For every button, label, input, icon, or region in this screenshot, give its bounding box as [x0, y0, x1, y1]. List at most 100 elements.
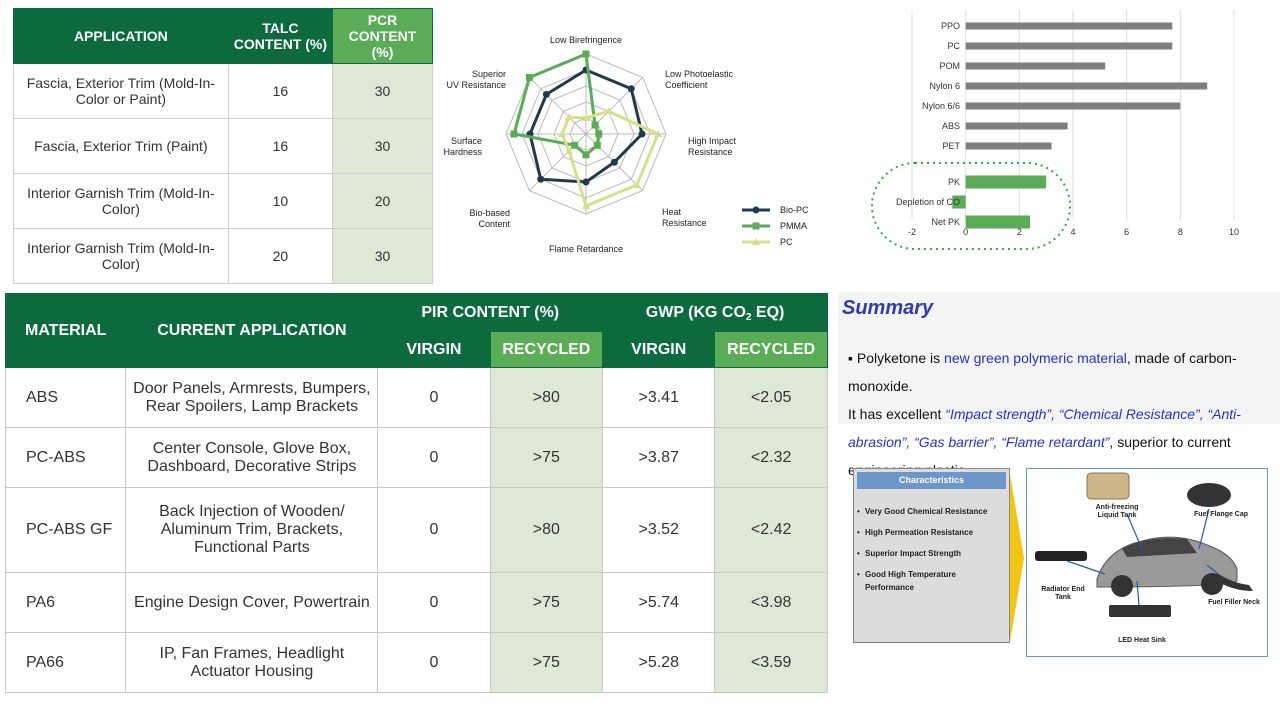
talc-cell: 16: [227, 118, 334, 174]
list-item: Good High Temperature Performance: [857, 564, 1007, 606]
radar-point: [610, 158, 618, 166]
application-cell: Fascia, Exterior Trim (Paint): [13, 118, 229, 174]
radar-axis-label: Flame Retardance: [549, 244, 623, 254]
pir-recycled-cell: >75: [489, 572, 604, 633]
gwp-virgin-cell: >3.87: [602, 427, 716, 488]
gwp-recycled-cell: <3.59: [714, 632, 828, 693]
material-cell: PC-ABS: [4, 427, 127, 488]
part-label-antifreeze: Anti-freezing Liquid Tank: [1095, 504, 1139, 519]
bar-category-label: PC: [947, 41, 960, 51]
arrow-right-icon: [1010, 474, 1024, 642]
radar-point: [565, 113, 574, 121]
gwp-virgin-cell: >5.28: [602, 632, 716, 693]
characteristics-panel: Characteristics Very Good Chemical Resis…: [853, 468, 1010, 643]
application-cell: Door Panels, Armrests, Bumpers, Rear Spo…: [125, 367, 379, 428]
table-row: PA6 Engine Design Cover, Powertrain 0 >7…: [4, 572, 828, 633]
x-tick-label: 8: [1178, 227, 1183, 237]
summary-title: Summary: [842, 297, 934, 319]
radar-point: [604, 107, 613, 115]
pir-recycled-cell: >75: [489, 427, 604, 488]
legend-label: PC: [780, 237, 793, 247]
summary-text-3: , made of carbon-monoxide.: [848, 350, 1237, 394]
radiator-end-tank-icon: [1035, 551, 1087, 561]
part-label-led: LED Heat Sink: [1118, 637, 1166, 644]
header-pir-recycled: RECYCLED: [489, 331, 604, 368]
talc-cell: 16: [227, 63, 334, 119]
header-material: MATERIAL: [4, 293, 127, 368]
gwp-prefix: GWP (KG CO: [645, 303, 746, 321]
pir-virgin-cell: 0: [377, 367, 491, 428]
gwp-virgin-cell: >5.74: [602, 572, 716, 633]
application-cell: Interior Garnish Trim (Mold-In-Color): [13, 173, 229, 229]
radar-point: [558, 130, 566, 137]
application-cell: Engine Design Cover, Powertrain: [125, 572, 379, 633]
radar-spoke: [529, 77, 587, 135]
material-cell: PC-ABS GF: [4, 487, 127, 573]
bar-net-pk: [965, 215, 1031, 229]
table-row: PA66 IP, Fan Frames, Headlight Actuator …: [4, 632, 828, 693]
x-tick-label: 0: [963, 227, 968, 237]
bar-category-label: ABS: [942, 121, 960, 131]
radar-point: [525, 73, 533, 81]
gwp-recycled-cell: <2.05: [714, 367, 828, 428]
bar-category-label: POM: [939, 61, 960, 71]
application-cell: Interior Garnish Trim (Mold-In-Color): [13, 228, 229, 284]
bar-nylon-6: [965, 82, 1208, 90]
radar-point: [638, 130, 646, 138]
talc-cell: 20: [227, 228, 334, 284]
list-item: High Permeation Resistance: [857, 522, 1007, 543]
radar-axis-labels: Low Birefringence Low Photoelastic Coeffic…: [443, 35, 736, 254]
table-row: PC-ABS GF Back Injection of Wooden/ Alum…: [4, 487, 828, 573]
bar-category-label: PPO: [941, 21, 960, 31]
x-tick-label: -2: [908, 227, 916, 237]
table-row: ABS Door Panels, Armrests, Bumpers, Rear…: [4, 367, 828, 428]
application-cell: Back Injection of Wooden/ Aluminum Trim,…: [125, 487, 379, 573]
radar-point: [582, 178, 590, 186]
bar-category-label: Nylon 6/6: [922, 101, 960, 111]
pir-virgin-cell: 0: [377, 632, 491, 693]
bar-category-label: Depletion of CO: [896, 197, 960, 207]
wheel-icon: [1111, 575, 1133, 597]
material-gwp-table: MATERIAL CURRENT APPLICATION PIR CONTENT…: [4, 293, 828, 693]
part-label-flange: Fuel Flange Cap: [1193, 511, 1249, 518]
radar-point: [582, 202, 590, 209]
part-label-filler: Fuel Filler Neck: [1208, 599, 1260, 606]
bar-nylon-6-6: [965, 102, 1181, 110]
radar-point: [582, 114, 590, 121]
characteristics-title: Characteristics: [857, 472, 1006, 489]
legend-label: Bio-PC: [780, 205, 809, 215]
header-pcr-content: PCR CONTENT (%): [332, 8, 433, 64]
bar-pet: [965, 142, 1052, 150]
car-parts-panel: Anti-freezing Liquid Tank Fuel Flange Ca…: [1026, 468, 1268, 657]
header-pir-virgin: VIRGIN: [377, 331, 491, 368]
pk-highlight-ring: [871, 162, 1071, 250]
summary-text-1: Polyketone is: [856, 350, 945, 366]
pir-recycled-cell: >75: [489, 632, 604, 693]
pcr-cell: 30: [332, 228, 433, 284]
bar-pom: [965, 62, 1106, 70]
pir-virgin-cell: 0: [377, 572, 491, 633]
radar-point: [593, 141, 601, 149]
gwp-recycled-cell: <2.42: [714, 487, 828, 573]
pcr-cell: 20: [332, 173, 433, 229]
list-item: Very Good Chemical Resistance: [857, 501, 1007, 522]
header-gwp-virgin: VIRGIN: [602, 331, 716, 368]
radar-point: [595, 130, 603, 138]
summary-text-4: It has excellent: [848, 406, 946, 422]
header-current-application: CURRENT APPLICATION: [125, 293, 379, 368]
radar-axis-label: Low Photoelastic Coefficient: [665, 69, 734, 90]
header-gwp: GWP (KG CO2 EQ): [602, 293, 828, 332]
radar-point: [632, 180, 641, 188]
radar-point: [571, 141, 579, 149]
pir-virgin-cell: 0: [377, 427, 491, 488]
radar-legend: Bio-PC PMMA PC: [742, 205, 809, 247]
material-cell: PA66: [4, 632, 127, 693]
fuel-filler-neck-icon: [1213, 573, 1253, 591]
characteristics-list: Very Good Chemical Resistance High Perme…: [857, 501, 1007, 606]
header-talc-content: TALC CONTENT (%): [227, 8, 334, 64]
bar-pk: [965, 175, 1047, 189]
car-windows-icon: [1122, 538, 1197, 557]
material-cell: PA6: [4, 572, 127, 633]
radar-point: [582, 151, 590, 159]
gwp-recycled-cell: <3.98: [714, 572, 828, 633]
